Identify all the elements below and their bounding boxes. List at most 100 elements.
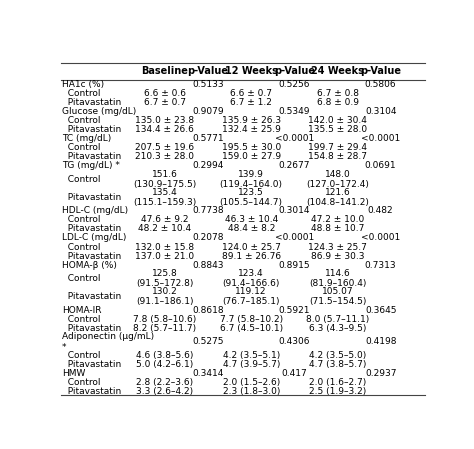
Text: 86.9 ± 30.3: 86.9 ± 30.3 xyxy=(311,251,364,260)
Text: 0.482: 0.482 xyxy=(368,207,393,216)
Text: 0.9079: 0.9079 xyxy=(192,107,224,116)
Text: 114.6
(81.9–160.4): 114.6 (81.9–160.4) xyxy=(309,269,366,288)
Text: Pitavastatin: Pitavastatin xyxy=(62,251,121,260)
Text: Baseline: Baseline xyxy=(141,66,188,76)
Text: 0.5275: 0.5275 xyxy=(192,337,224,347)
Text: 4.7 (3.9–5.7): 4.7 (3.9–5.7) xyxy=(222,360,280,369)
Text: 154.8 ± 28.7: 154.8 ± 28.7 xyxy=(308,152,367,161)
Text: 0.8843: 0.8843 xyxy=(192,260,224,269)
Text: Control: Control xyxy=(62,315,100,324)
Text: 207.5 ± 19.6: 207.5 ± 19.6 xyxy=(135,143,194,152)
Text: 12 Weeks: 12 Weeks xyxy=(225,66,278,76)
Text: 0.5349: 0.5349 xyxy=(279,107,310,116)
Text: 48.8 ± 10.7: 48.8 ± 10.7 xyxy=(311,224,364,233)
Text: 6.7 ± 1.2: 6.7 ± 1.2 xyxy=(230,98,272,107)
Text: 6.7 ± 0.7: 6.7 ± 0.7 xyxy=(144,98,186,107)
Text: 6.7 ± 0.8: 6.7 ± 0.8 xyxy=(317,89,358,98)
Text: 125.8
(91.5–172.8): 125.8 (91.5–172.8) xyxy=(136,269,193,288)
Text: 2.0 (1.6–2.7): 2.0 (1.6–2.7) xyxy=(309,378,366,387)
Text: 4.2 (3.5–5.0): 4.2 (3.5–5.0) xyxy=(309,351,366,360)
Text: 195.5 ± 30.0: 195.5 ± 30.0 xyxy=(221,143,281,152)
Text: 0.3014: 0.3014 xyxy=(279,207,310,216)
Text: 0.2078: 0.2078 xyxy=(192,233,224,242)
Text: <0.0001: <0.0001 xyxy=(275,134,314,143)
Text: 3.3 (2.6–4.2): 3.3 (2.6–4.2) xyxy=(137,387,193,396)
Text: 0.5921: 0.5921 xyxy=(279,306,310,315)
Text: 0.4306: 0.4306 xyxy=(279,337,310,347)
Text: 0.3645: 0.3645 xyxy=(365,306,396,315)
Text: 135.4
(115.1–159.3): 135.4 (115.1–159.3) xyxy=(133,188,197,207)
Text: 2.0 (1.5–2.6): 2.0 (1.5–2.6) xyxy=(223,378,280,387)
Text: 2.8 (2.2–3.6): 2.8 (2.2–3.6) xyxy=(137,378,193,387)
Text: Control: Control xyxy=(62,175,100,184)
Text: 0.0691: 0.0691 xyxy=(365,161,396,170)
Text: 0.3414: 0.3414 xyxy=(192,369,224,378)
Text: Pitavastatin: Pitavastatin xyxy=(62,98,121,107)
Text: 0.7738: 0.7738 xyxy=(192,207,224,216)
Text: Control: Control xyxy=(62,216,100,224)
Text: 135.9 ± 26.3: 135.9 ± 26.3 xyxy=(222,116,281,125)
Text: 132.4 ± 25.9: 132.4 ± 25.9 xyxy=(222,125,281,134)
Text: 0.8618: 0.8618 xyxy=(192,306,224,315)
Text: Pitavastatin: Pitavastatin xyxy=(62,360,121,369)
Text: 119.12
(76.7–185.1): 119.12 (76.7–185.1) xyxy=(222,287,280,306)
Text: Pitavastatin: Pitavastatin xyxy=(62,193,121,202)
Text: 151.6
(130.9–175.5): 151.6 (130.9–175.5) xyxy=(133,170,197,189)
Text: 24 Weeks: 24 Weeks xyxy=(311,66,364,76)
Text: 135.5 ± 28.0: 135.5 ± 28.0 xyxy=(308,125,367,134)
Text: 0.5256: 0.5256 xyxy=(279,80,310,89)
Text: HMW: HMW xyxy=(62,369,85,378)
Text: 123.4
(91.4–166.6): 123.4 (91.4–166.6) xyxy=(222,269,280,288)
Text: 8.2 (5.7–11.7): 8.2 (5.7–11.7) xyxy=(133,324,196,333)
Text: 159.0 ± 27.9: 159.0 ± 27.9 xyxy=(222,152,281,161)
Text: Control: Control xyxy=(62,116,100,125)
Text: 0.3104: 0.3104 xyxy=(365,107,396,116)
Text: 2.3 (1.8–3.0): 2.3 (1.8–3.0) xyxy=(222,387,280,396)
Text: p-Value: p-Value xyxy=(188,66,228,76)
Text: Adiponectin (μg/mL)
*: Adiponectin (μg/mL) * xyxy=(62,332,154,352)
Text: Control: Control xyxy=(62,274,100,283)
Text: 89.1 ± 26.76: 89.1 ± 26.76 xyxy=(222,251,281,260)
Text: 0.4198: 0.4198 xyxy=(365,337,396,347)
Text: Pitavastatin: Pitavastatin xyxy=(62,224,121,233)
Text: 142.0 ± 30.4: 142.0 ± 30.4 xyxy=(308,116,367,125)
Text: 4.7 (3.8–5.7): 4.7 (3.8–5.7) xyxy=(309,360,366,369)
Text: Pitavastatin: Pitavastatin xyxy=(62,387,121,396)
Text: 2.5 (1.9–3.2): 2.5 (1.9–3.2) xyxy=(309,387,366,396)
Text: 4.6 (3.8–5.6): 4.6 (3.8–5.6) xyxy=(136,351,193,360)
Text: 0.8915: 0.8915 xyxy=(279,260,310,269)
Text: 124.0 ± 25.7: 124.0 ± 25.7 xyxy=(222,242,281,251)
Text: 46.3 ± 10.4: 46.3 ± 10.4 xyxy=(225,216,278,224)
Text: 48.4 ± 8.2: 48.4 ± 8.2 xyxy=(228,224,275,233)
Text: 6.6 ± 0.7: 6.6 ± 0.7 xyxy=(230,89,272,98)
Text: 47.2 ± 10.0: 47.2 ± 10.0 xyxy=(311,216,364,224)
Text: Control: Control xyxy=(62,378,100,387)
Text: 148.0
(127.0–172.4): 148.0 (127.0–172.4) xyxy=(306,170,369,189)
Text: Pitavastatin: Pitavastatin xyxy=(62,324,121,333)
Text: 0.2994: 0.2994 xyxy=(192,161,224,170)
Text: 210.3 ± 28.0: 210.3 ± 28.0 xyxy=(136,152,194,161)
Text: 0.5806: 0.5806 xyxy=(365,80,396,89)
Text: 123.5
(105.5–144.7): 123.5 (105.5–144.7) xyxy=(219,188,283,207)
Text: Pitavastatin: Pitavastatin xyxy=(62,292,121,301)
Text: 0.5771: 0.5771 xyxy=(192,134,224,143)
Text: 0.2677: 0.2677 xyxy=(279,161,310,170)
Text: p-Value: p-Value xyxy=(360,66,401,76)
Text: LDL-C (mg/dL): LDL-C (mg/dL) xyxy=(62,233,126,242)
Text: Control: Control xyxy=(62,242,100,251)
Text: Glucose (mg/dL): Glucose (mg/dL) xyxy=(62,107,136,116)
Text: 6.8 ± 0.9: 6.8 ± 0.9 xyxy=(317,98,358,107)
Text: 0.417: 0.417 xyxy=(282,369,307,378)
Text: 199.7 ± 29.4: 199.7 ± 29.4 xyxy=(308,143,367,152)
Text: HDL-C (mg/dL): HDL-C (mg/dL) xyxy=(62,207,128,216)
Text: 8.0 (5.7–11.1): 8.0 (5.7–11.1) xyxy=(306,315,369,324)
Text: 47.6 ± 9.2: 47.6 ± 9.2 xyxy=(141,216,189,224)
Text: 130.2
(91.1–186.1): 130.2 (91.1–186.1) xyxy=(136,287,193,306)
Text: HOMA-IR: HOMA-IR xyxy=(62,306,101,315)
Text: Control: Control xyxy=(62,143,100,152)
Text: 139.9
(119.4–164.0): 139.9 (119.4–164.0) xyxy=(219,170,283,189)
Text: 5.0 (4.2–6.1): 5.0 (4.2–6.1) xyxy=(136,360,193,369)
Text: Control: Control xyxy=(62,89,100,98)
Text: Pitavastatin: Pitavastatin xyxy=(62,152,121,161)
Text: 134.4 ± 26.6: 134.4 ± 26.6 xyxy=(136,125,194,134)
